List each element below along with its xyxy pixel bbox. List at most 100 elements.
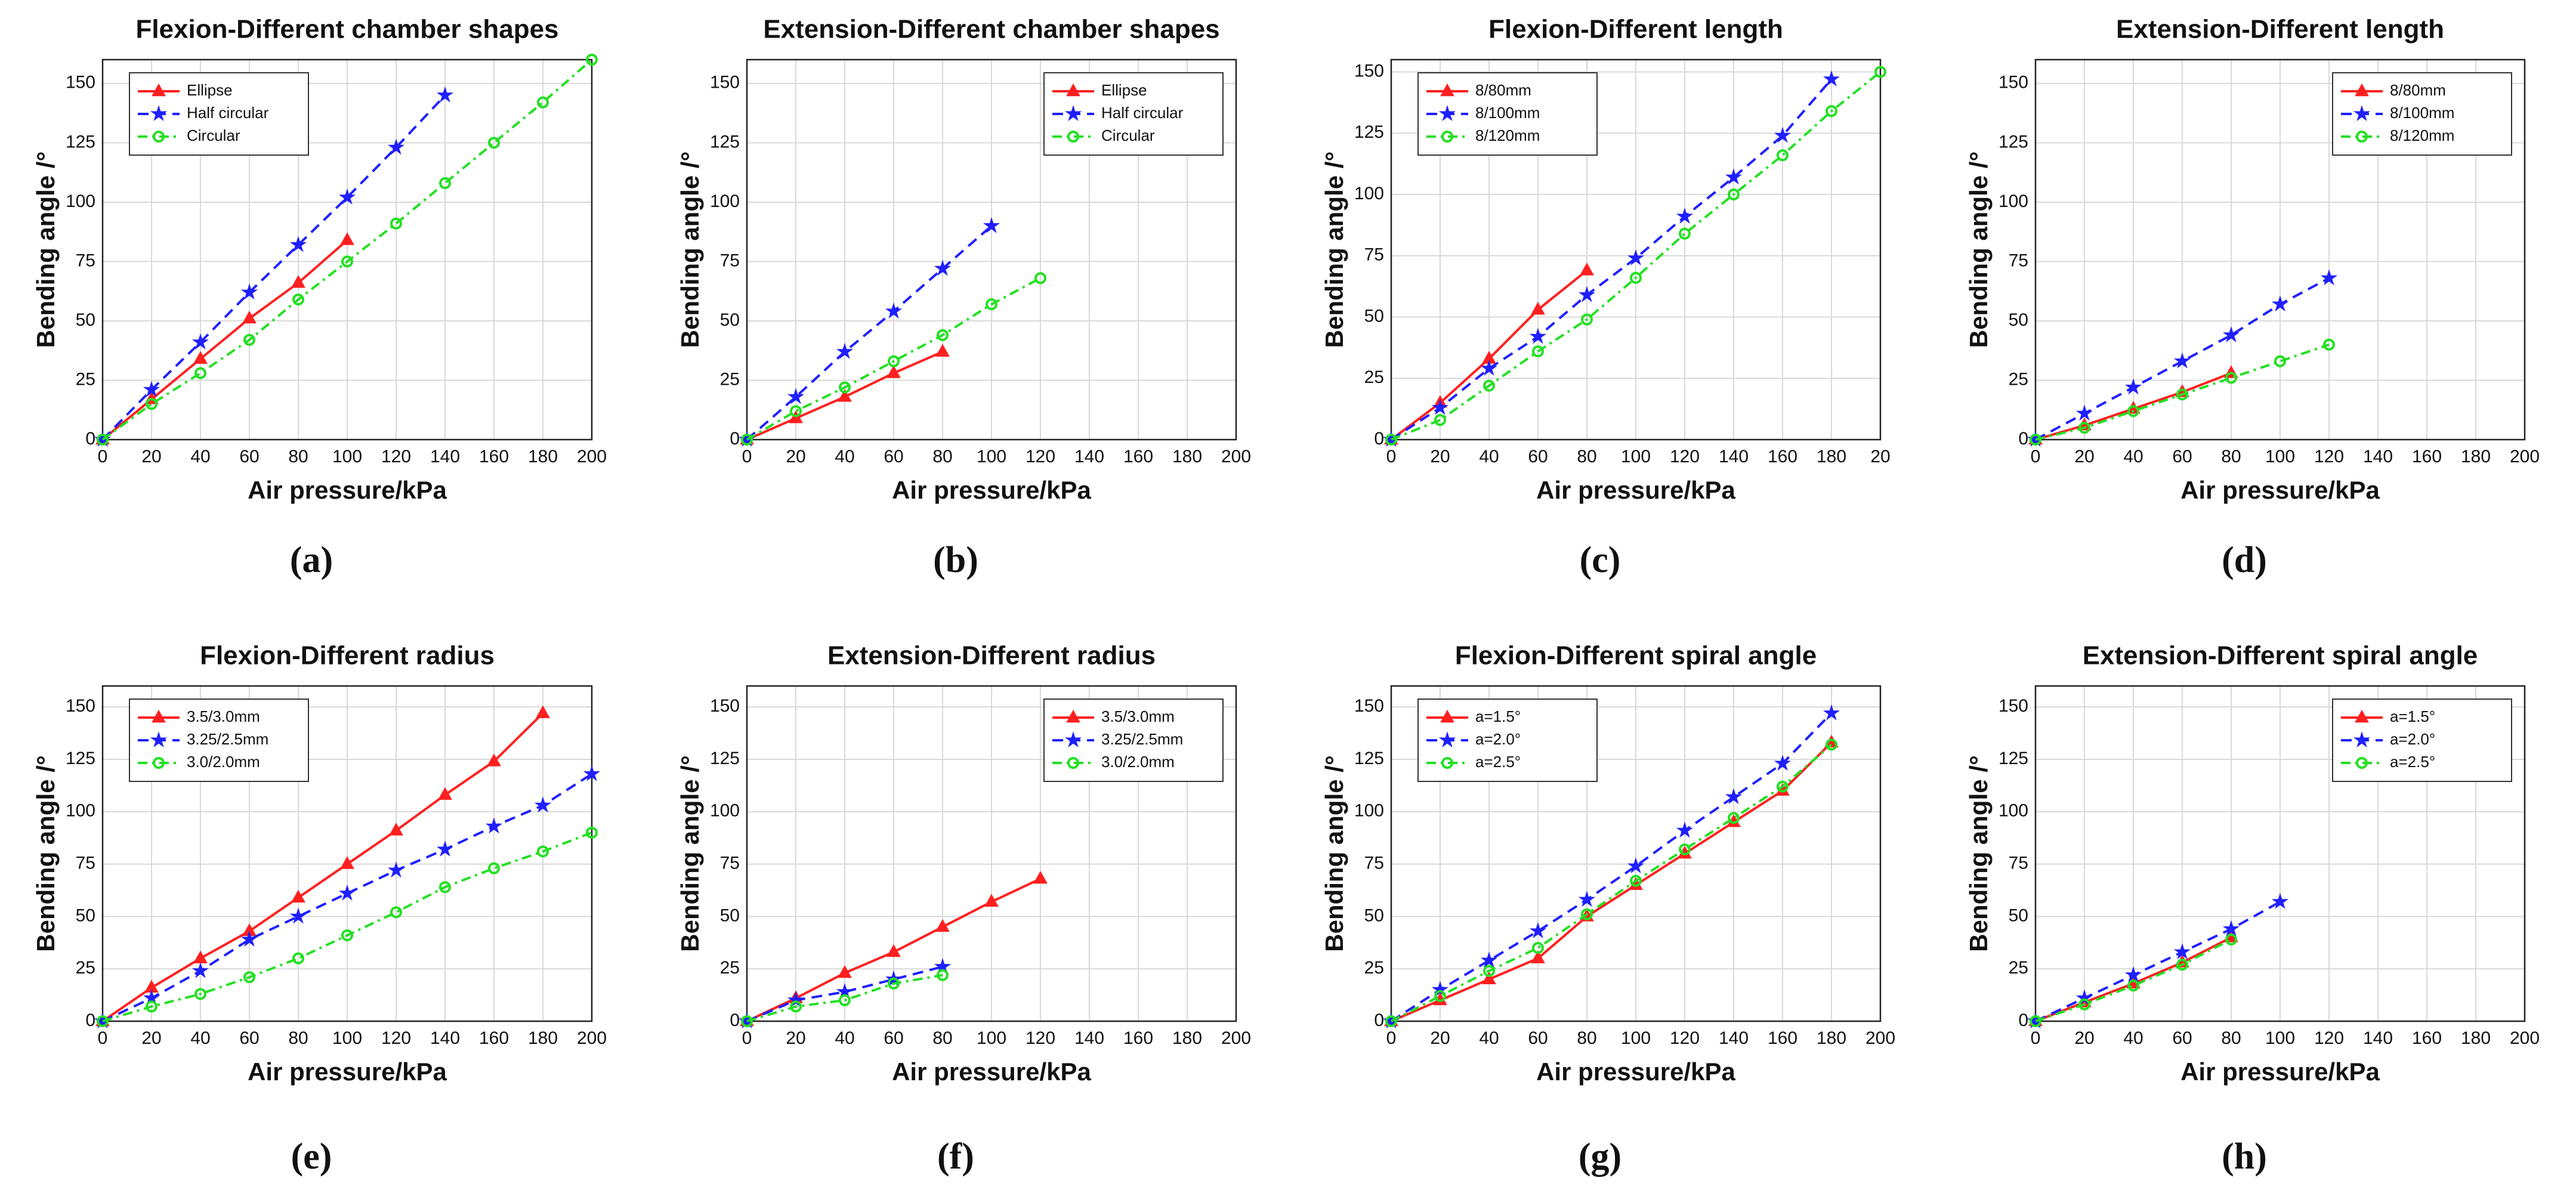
marker <box>1034 272 1046 285</box>
series-line <box>746 965 943 1022</box>
panel-label: (e) <box>291 1136 332 1177</box>
marker <box>2271 892 2289 909</box>
x-tick-label: 0 <box>2031 1028 2041 1048</box>
x-tick-label: 80 <box>2221 1028 2241 1048</box>
y-tick-label: 125 <box>710 132 740 152</box>
marker <box>2225 934 2237 946</box>
chart-title: Flexion-Different chamber shapes <box>135 15 558 44</box>
panel-label: (f) <box>937 1136 974 1177</box>
marker <box>741 434 753 446</box>
marker <box>1725 168 1743 185</box>
legend-label: 3.25/2.5mm <box>1101 730 1183 748</box>
y-tick-label: 25 <box>720 369 740 389</box>
marker <box>937 329 949 341</box>
marker <box>1826 105 1837 118</box>
series-line <box>101 58 593 441</box>
marker <box>1532 942 1544 954</box>
chart-title: Flexion-Different spiral angle <box>1455 641 1817 670</box>
panel-label: (d) <box>2222 540 2267 580</box>
chart-title: Flexion-Different radius <box>200 641 495 670</box>
x-tick-label: 180 <box>528 1028 558 1048</box>
marker <box>2225 372 2237 384</box>
marker <box>2124 966 2142 982</box>
marker <box>338 188 356 205</box>
marker <box>586 54 598 66</box>
marker <box>291 889 305 903</box>
y-axis-label: Bending angle /° <box>1320 152 1348 348</box>
marker <box>436 840 454 857</box>
marker <box>1630 874 1642 887</box>
y-axis-label: Bending angle /° <box>1965 755 1993 951</box>
y-axis-label: Bending angle /° <box>676 152 704 348</box>
x-tick-label: 60 <box>239 447 259 466</box>
legend-marker <box>2353 731 2371 748</box>
marker <box>1777 149 1789 162</box>
marker <box>1728 188 1740 201</box>
y-tick-label: 75 <box>2009 251 2028 270</box>
x-tick-label: 60 <box>884 447 903 466</box>
legend-label: 8/100mm <box>1475 104 1540 122</box>
marker <box>487 753 501 767</box>
x-tick-label: 100 <box>2265 447 2295 466</box>
y-tick-label: 0 <box>730 1010 740 1030</box>
marker <box>1480 951 1498 968</box>
marker <box>885 302 903 319</box>
legend-marker <box>1438 731 1456 748</box>
marker <box>240 283 258 300</box>
y-tick-label: 25 <box>76 369 95 389</box>
x-tick-label: 40 <box>835 447 854 466</box>
x-tick-label: 200 <box>1221 1028 1251 1048</box>
marker <box>2176 388 2188 401</box>
marker <box>741 1015 753 1027</box>
x-tick-label: 160 <box>1768 447 1797 466</box>
x-tick-label: 140 <box>1719 1028 1749 1048</box>
y-tick-label: 0 <box>1374 429 1384 449</box>
marker <box>984 894 999 907</box>
marker <box>2124 378 2142 395</box>
axes-frame <box>746 685 1237 1022</box>
x-tick-label: 120 <box>2314 447 2344 466</box>
marker <box>1431 398 1449 415</box>
marker <box>1679 843 1691 855</box>
y-axis-label: Bending angle /° <box>1320 755 1348 951</box>
legend-marker <box>2356 757 2368 769</box>
x-tick-label: 40 <box>835 1028 854 1048</box>
x-tick-label: 180 <box>528 447 558 466</box>
x-tick-label: 100 <box>1621 1028 1651 1048</box>
x-tick-label: 200 <box>577 447 607 466</box>
y-tick-label: 0 <box>2018 1010 2028 1030</box>
axes-frame <box>101 58 593 441</box>
series-line <box>746 973 943 1022</box>
y-tick-label: 125 <box>1354 749 1384 768</box>
legend-label: Ellipse <box>187 81 233 99</box>
legend-label: Ellipse <box>1101 81 1147 99</box>
y-tick-label: 100 <box>1354 184 1384 203</box>
marker <box>937 969 949 981</box>
x-tick-label: 20 <box>786 447 805 466</box>
x-tick-label: 120 <box>2314 1028 2344 1048</box>
marker <box>1529 922 1547 938</box>
x-tick-label: 160 <box>479 447 509 466</box>
y-tick-label: 0 <box>2018 429 2028 449</box>
x-tick-label: 180 <box>2461 447 2491 466</box>
marker <box>292 952 304 965</box>
legend-marker <box>1440 83 1454 97</box>
series-line <box>101 712 544 1022</box>
marker <box>291 275 305 288</box>
legend-marker <box>2355 83 2369 97</box>
legend-marker <box>150 731 168 748</box>
y-tick-label: 50 <box>76 905 95 925</box>
marker <box>2078 998 2090 1010</box>
series-line <box>746 225 993 441</box>
marker <box>146 398 157 410</box>
marker <box>1434 990 1446 1002</box>
x-axis-label: Air pressure/kPa <box>2180 476 2380 504</box>
marker <box>1531 950 1545 963</box>
marker <box>2274 355 2286 367</box>
series-line <box>101 239 348 441</box>
marker <box>2271 295 2289 312</box>
marker <box>1676 208 1694 224</box>
y-tick-label: 75 <box>1364 245 1384 265</box>
marker <box>537 845 549 858</box>
x-tick-label: 0 <box>1386 1028 1397 1048</box>
